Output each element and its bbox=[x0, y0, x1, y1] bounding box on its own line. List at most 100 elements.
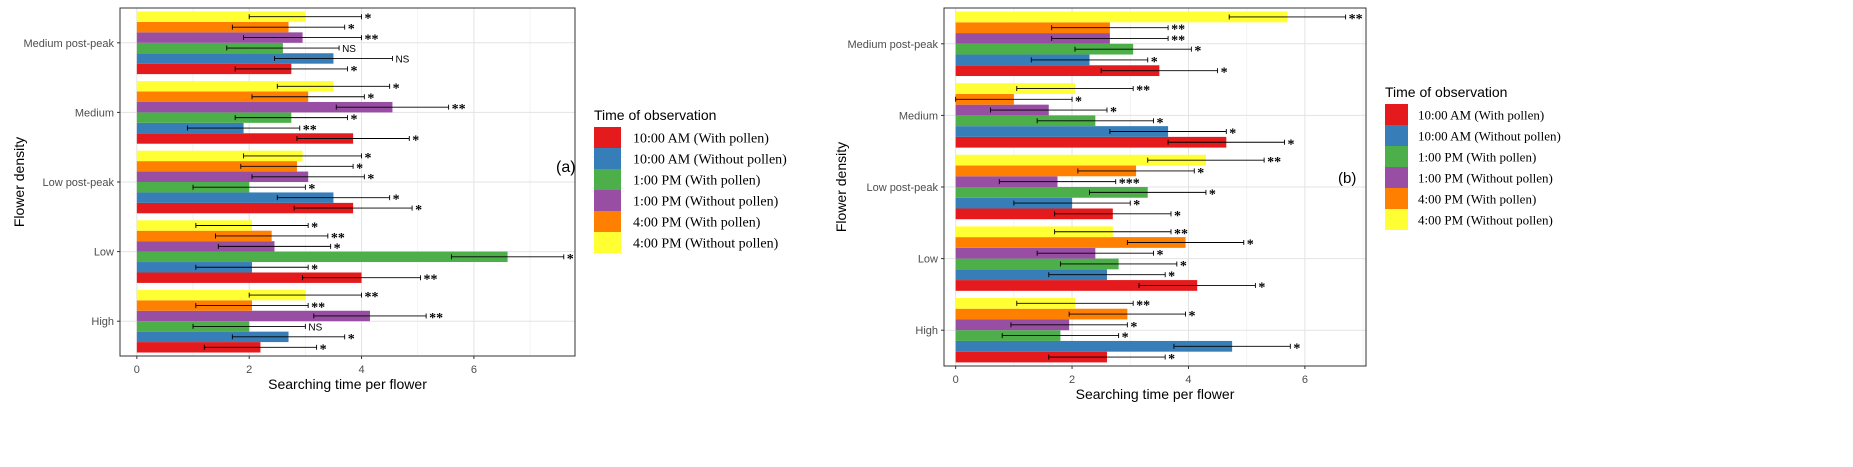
bar bbox=[955, 297, 1075, 309]
legend-entry: 10:00 AM (Without pollen) bbox=[1418, 129, 1561, 144]
bar bbox=[136, 11, 306, 22]
significance-label: ** bbox=[365, 290, 379, 305]
significance-label: * bbox=[393, 193, 400, 208]
bar bbox=[136, 251, 508, 263]
significance-label: * bbox=[351, 64, 358, 79]
bar bbox=[136, 101, 393, 113]
y-tick-label: Low bbox=[918, 254, 938, 266]
bar bbox=[955, 22, 1110, 34]
significance-label: * bbox=[320, 342, 327, 357]
bar bbox=[136, 91, 309, 102]
legend-entry: 1:00 PM (With pollen) bbox=[1418, 150, 1536, 165]
legend-entry: 10:00 AM (With pollen) bbox=[633, 132, 769, 147]
legend-entry: 1:00 PM (Without pollen) bbox=[633, 195, 779, 210]
legend-swatch bbox=[1385, 167, 1408, 188]
legend-swatch bbox=[594, 190, 621, 211]
significance-labels: **NS*****************************NSNS***… bbox=[303, 12, 574, 358]
legend-swatch bbox=[594, 148, 621, 169]
significance-label: * bbox=[365, 12, 372, 27]
significance-label: NS bbox=[342, 44, 356, 55]
significance-label: ** bbox=[1267, 155, 1281, 170]
legend-swatch bbox=[1385, 125, 1408, 146]
significance-label: * bbox=[1197, 166, 1204, 181]
significance-label: * bbox=[351, 113, 358, 128]
legend: Time of observation 10:00 AM (With pollen… bbox=[594, 107, 787, 253]
significance-label: * bbox=[1221, 66, 1228, 81]
significance-label: * bbox=[393, 81, 400, 96]
y-axis: High Low Low post-peak Medium Medium post-pe… bbox=[848, 39, 944, 337]
x-tick-label: 0 bbox=[953, 374, 959, 386]
legend-title: Time of observation bbox=[1385, 84, 1507, 100]
bar bbox=[955, 269, 1107, 281]
bar bbox=[136, 202, 354, 214]
bar bbox=[136, 112, 292, 123]
bar bbox=[955, 126, 1169, 137]
bar bbox=[136, 262, 253, 273]
bar bbox=[955, 54, 1090, 66]
significance-label: * bbox=[1293, 341, 1300, 356]
significance-label: ** bbox=[1171, 23, 1185, 38]
bar bbox=[955, 237, 1186, 248]
significance-label: * bbox=[1122, 331, 1129, 346]
significance-label: * bbox=[367, 172, 374, 187]
y-tick-label: High bbox=[91, 316, 114, 328]
significance-label: * bbox=[365, 151, 372, 166]
bars bbox=[136, 11, 508, 353]
bar bbox=[955, 33, 1110, 44]
significance-label: NS bbox=[308, 322, 322, 333]
y-axis-title: Flower density bbox=[11, 137, 27, 227]
bar bbox=[136, 53, 334, 64]
bar bbox=[136, 63, 292, 75]
bar bbox=[136, 32, 303, 43]
legend-entry: 4:00 PM (With pollen) bbox=[633, 216, 761, 231]
significance-label: * bbox=[1157, 116, 1164, 131]
bar bbox=[136, 331, 289, 343]
y-axis-title: Flower density bbox=[833, 142, 849, 232]
significance-labels: *************************************** bbox=[1075, 12, 1363, 367]
significance-label: ** bbox=[1174, 227, 1188, 242]
legend-entry: 4:00 PM (Without pollen) bbox=[1418, 213, 1553, 228]
error-bars bbox=[955, 14, 1347, 360]
significance-label: ** bbox=[452, 102, 466, 117]
bar bbox=[955, 208, 1113, 220]
legend-entry: 1:00 PM (With pollen) bbox=[633, 174, 761, 189]
bar bbox=[955, 115, 1096, 127]
x-tick-label: 2 bbox=[1069, 374, 1075, 386]
bar bbox=[955, 280, 1198, 291]
significance-label: * bbox=[1075, 94, 1082, 109]
bar bbox=[955, 83, 1075, 94]
significance-label: ** bbox=[1136, 84, 1150, 99]
legend-swatch bbox=[1385, 209, 1408, 230]
significance-label: ** bbox=[331, 231, 345, 246]
bar bbox=[955, 247, 1096, 259]
bar bbox=[136, 220, 253, 231]
significance-label: * bbox=[1174, 209, 1181, 224]
bar bbox=[955, 308, 1128, 320]
significance-label: * bbox=[567, 252, 574, 267]
x-axis-title: Searching time per flower bbox=[1076, 386, 1235, 402]
bar bbox=[955, 165, 1137, 177]
x-tick-label: 2 bbox=[246, 364, 252, 376]
significance-label: * bbox=[311, 262, 318, 277]
bar bbox=[955, 43, 1134, 55]
significance-label: * bbox=[311, 221, 318, 236]
bar bbox=[955, 136, 1227, 148]
bar bbox=[955, 187, 1148, 198]
bar bbox=[136, 161, 297, 172]
significance-label: * bbox=[1247, 237, 1254, 252]
significance-label: *** bbox=[1119, 177, 1140, 192]
legend-swatch bbox=[1385, 188, 1408, 209]
legend: Time of observation 10:00 AM (With pollen… bbox=[1385, 84, 1561, 230]
significance-label: * bbox=[1157, 248, 1164, 263]
significance-label: ** bbox=[424, 273, 438, 288]
y-tick-label: Low post-peak bbox=[42, 177, 114, 189]
x-axis: 0 2 4 6 bbox=[953, 366, 1308, 386]
error-bars bbox=[186, 14, 565, 350]
significance-label: * bbox=[1180, 259, 1187, 274]
significance-label: * bbox=[1130, 320, 1137, 335]
bar bbox=[955, 226, 1113, 238]
bar bbox=[955, 154, 1206, 166]
legend-swatch bbox=[1385, 146, 1408, 167]
y-tick-label: Low bbox=[94, 247, 114, 259]
bar bbox=[136, 310, 370, 322]
